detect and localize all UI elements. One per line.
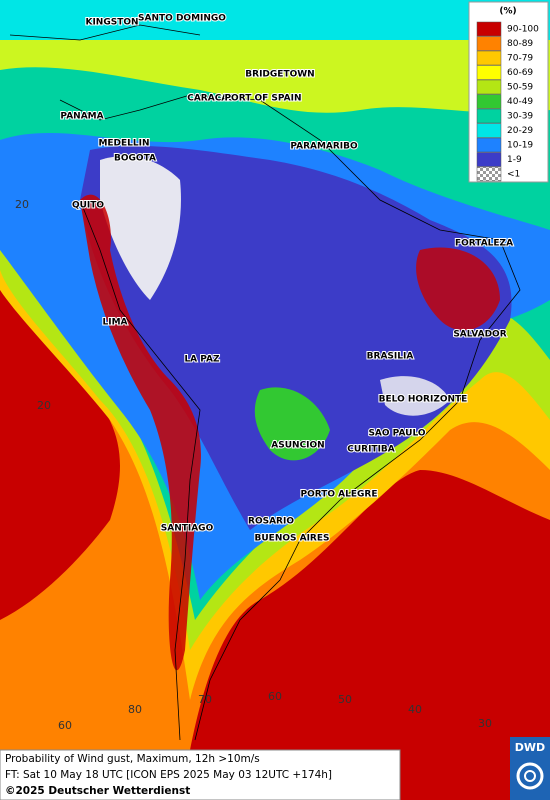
caption-line: Probability of Wind gust, Maximum, 12h >… <box>5 753 260 765</box>
logo-swirl <box>516 762 544 790</box>
legend-label: 40-49 <box>507 97 533 107</box>
city-label: BOGOTA <box>114 154 156 164</box>
caption-line: FT: Sat 10 May 18 UTC [ICON EPS 2025 May… <box>5 769 332 781</box>
legend-swatch <box>476 36 502 51</box>
city-labels: KINGSTON SANTO DOMINGOBRIDGETOWNCARACASPO… <box>59 13 514 545</box>
legend-label: 90-100 <box>507 25 539 35</box>
grid-label: 60 <box>268 690 282 703</box>
logo: DWD <box>510 737 550 800</box>
logo-swirl <box>524 770 536 782</box>
legend-swatch <box>476 137 502 153</box>
legend-swatch <box>476 79 502 95</box>
legend-title: (%) <box>499 7 516 17</box>
caption: Probability of Wind gust, Maximum, 12h >… <box>0 749 401 800</box>
legend-swatch <box>476 21 502 37</box>
city-label: SANTIAGO <box>161 524 214 534</box>
city-label: PORT OF SPAIN <box>224 94 301 104</box>
grid-labels: 20 20 60 80 70 60 50 40 30 <box>15 198 492 732</box>
caption-box <box>0 749 401 800</box>
legend-label: 1-9 <box>507 155 522 165</box>
city-label: PARAMARIBO <box>290 142 358 152</box>
city-label: LA PAZ <box>184 355 220 365</box>
legend-label: 20-29 <box>507 126 533 136</box>
city-label: SALVADOR <box>453 330 506 340</box>
legend-swatch <box>476 108 502 124</box>
city-label: CARACAS <box>187 94 235 104</box>
city-label: BRIDGETOWN <box>245 70 314 80</box>
legend-swatch <box>476 65 502 80</box>
caption-line: ©2025 Deutscher Wetterdienst <box>5 785 190 797</box>
city-label: BRASILIA <box>367 352 414 362</box>
grid-label: 40 <box>408 703 422 716</box>
grid-label: 70 <box>198 693 212 706</box>
grid-label: 20 <box>37 399 51 412</box>
legend: (%) 90-100 80-89 70-79 60-69 50-59 40-49 30-39… <box>468 1 549 183</box>
legend-label: <1 <box>507 170 520 180</box>
legend-label: 30-39 <box>507 112 533 122</box>
city-label: SAO PAULO <box>368 429 425 439</box>
legend-swatch <box>476 50 502 66</box>
legend-label: 60-69 <box>507 68 533 78</box>
grid-label: 80 <box>128 703 142 716</box>
legend-swatch <box>476 166 502 182</box>
grid-label: 30 <box>478 717 492 730</box>
legend-label: 70-79 <box>507 54 533 64</box>
legend-swatch <box>476 152 502 167</box>
legend-label: 80-89 <box>507 39 533 49</box>
grid-label: 20 <box>15 198 29 211</box>
legend-swatch <box>476 123 502 138</box>
grid-label: 60 <box>58 719 72 732</box>
city-label: SANTO DOMINGO <box>138 14 226 24</box>
city-label: FORTALEZA <box>455 239 513 249</box>
city-label: LIMA <box>102 318 127 328</box>
legend-label: 10-19 <box>507 141 533 151</box>
city-label: MEDELLIN <box>98 139 149 149</box>
legend-items: 90-100 80-89 70-79 60-69 50-59 40-49 30-39 20-2… <box>476 21 539 182</box>
city-label: PORTO ALEGRE <box>300 490 377 500</box>
city-label: ROSARIO <box>248 517 294 527</box>
city-label: CURITIBA <box>347 445 395 455</box>
legend-swatch <box>476 94 502 109</box>
city-label: PANAMA <box>60 112 103 122</box>
city-label: QUITO <box>72 201 104 211</box>
city-label: BUENOS AIRES <box>255 534 330 544</box>
city-label: ASUNCION <box>271 441 324 451</box>
grid-label: 50 <box>338 693 352 706</box>
logo-text: DWD <box>515 741 545 754</box>
city-label: KINGSTON <box>85 18 138 28</box>
legend-label: 50-59 <box>507 83 533 93</box>
city-label: BELO HORIZONTE <box>379 395 468 405</box>
